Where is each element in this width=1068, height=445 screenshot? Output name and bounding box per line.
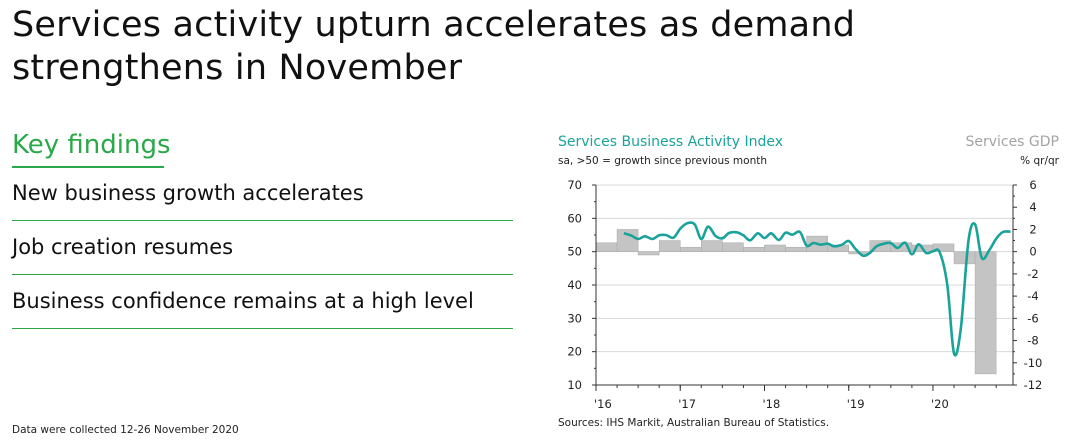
chart-title: Services Business Activity Index [558,134,784,150]
finding-2: Job creation resumes [12,235,234,259]
gdp-bar [616,229,639,252]
gdp-bar [974,251,997,375]
right-tick-label: -6 [1027,311,1038,325]
left-tick-label: 10 [567,378,582,392]
right-tick-label: 0 [1029,245,1036,259]
right-tick-label: -2 [1027,267,1038,281]
right-tick-label: -8 [1027,334,1038,348]
finding-1: New business growth accelerates [12,181,364,205]
left-tick-label: 70 [567,178,582,192]
gdp-bar [932,243,955,252]
right-tick-label: -10 [1024,356,1043,370]
right-tick-label: 6 [1029,178,1036,192]
page-headline: Services activity upturn accelerates as … [12,5,856,88]
data-collection-note: Data were collected 12-26 November 2020 [12,424,239,436]
gdp-bar [658,240,681,252]
left-tick-label: 30 [567,311,582,325]
x-tick-label: '19 [847,397,865,411]
pmi-line [623,221,1011,357]
finding-divider [12,274,513,275]
chart-sources: Sources: IHS Markit, Australian Bureau o… [558,417,830,429]
right-tick-label: -4 [1027,289,1038,303]
finding-divider [12,220,513,221]
finding-3: Business confidence remains at a high le… [12,289,474,313]
x-tick-label: '18 [762,397,780,411]
key-findings-underline [12,166,164,168]
gdp-bar [785,246,807,252]
right-axis-unit: % qr/qr [1020,155,1059,167]
gdp-bar [637,251,660,256]
left-tick-label: 20 [567,345,582,359]
right-tick-label: -12 [1024,378,1043,392]
left-tick-label: 60 [567,211,582,225]
left-tick-label: 50 [567,245,582,259]
gdp-bar [701,240,723,252]
gdp-bar [764,244,786,252]
gdp-bar [722,242,744,252]
x-tick-label: '16 [594,397,612,411]
finding-divider [12,328,513,329]
left-tick-label: 40 [567,278,582,292]
gdp-bar [953,251,976,265]
right-tick-label: 2 [1029,222,1036,236]
gdp-bar [743,246,765,252]
right-tick-label: 4 [1029,200,1036,214]
x-tick-label: '20 [931,397,949,411]
gdp-bar [595,242,618,252]
x-tick-label: '17 [678,397,696,411]
services-chart: 706050403020106420-2-4-6-8-10-12'16'17'1… [567,178,1043,411]
right-axis-title: Services GDP [965,134,1059,150]
chart-subtitle: sa, >50 = growth since previous month [558,155,768,167]
gdp-bar [679,246,702,252]
key-findings-title: Key findings [12,130,171,160]
